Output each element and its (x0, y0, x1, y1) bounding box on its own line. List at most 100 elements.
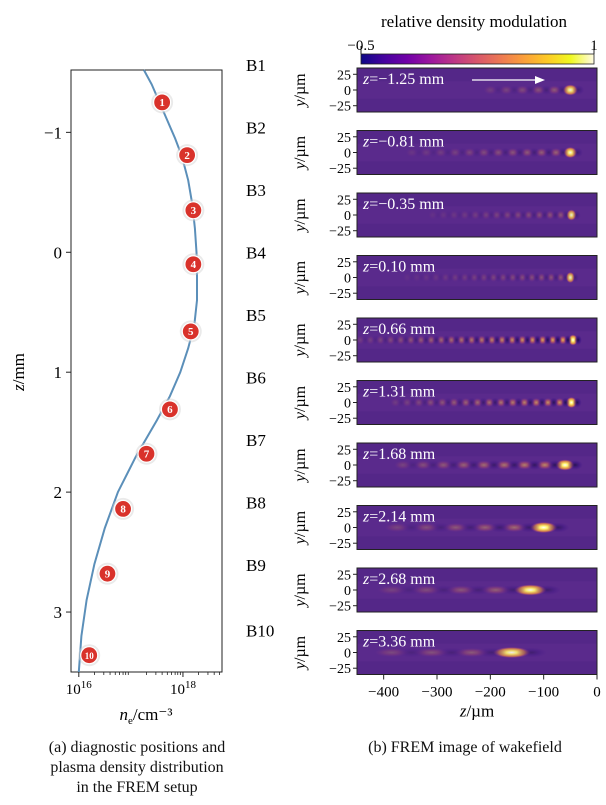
wake-trough (502, 397, 512, 408)
panel-shade (357, 536, 597, 550)
wake-trough (523, 335, 532, 345)
wake-trough (514, 147, 526, 158)
marker-dot (98, 564, 117, 583)
y-axis-label-unit: /µm (292, 135, 309, 162)
y-tick-label: 0 (344, 272, 351, 287)
wake-trough (490, 397, 500, 408)
panel-shade (357, 380, 597, 394)
diagnostic-marker-1: 1 (151, 91, 174, 114)
wake-trough (552, 272, 560, 283)
wake-trough (425, 460, 441, 470)
panel-id-label: B1 (246, 56, 266, 75)
panel-shade (357, 161, 597, 175)
panel-z-value: =2.14 mm (369, 509, 435, 526)
wake-trough (547, 460, 563, 470)
panel-b8: z=2.14 mm B8 250−25 y/µm (246, 494, 598, 552)
panel-id-label: B2 (246, 119, 266, 138)
panel-id-label: B3 (246, 181, 266, 200)
panel-z-label: z=−1.25 mm (362, 71, 445, 88)
panel-b5: z=0.66 mm B5 250−25 y/µm (246, 306, 598, 365)
colorbar-max-label: 1 (590, 38, 598, 54)
x-tick-exponent: 16 (81, 679, 93, 691)
wake-trough (430, 585, 457, 595)
y-axis-label-unit: /µm (292, 510, 309, 537)
wake-trough (528, 147, 540, 158)
wake-trough (571, 272, 579, 283)
marker-label: 1 (159, 97, 165, 109)
panel-z-label: z=1.68 mm (362, 446, 436, 463)
panel-shade (357, 630, 597, 644)
panel-b10: z=3.36 mm B10 250−25 y/µm (246, 622, 598, 677)
wake-trough (476, 210, 485, 220)
y-tick-label: 0 (344, 397, 351, 412)
y-axis-label-var: y (292, 661, 309, 671)
y-axis-label-unit: /µm (292, 198, 309, 225)
wake-trough (466, 460, 482, 470)
wakefield-chart: relative density modulation−0.5 1z=−1.25 … (246, 12, 601, 721)
panel-z-value: =0.66 mm (369, 321, 435, 338)
x-axis-label-var: z (459, 702, 467, 721)
wake-trough (534, 585, 561, 595)
wake-trough (462, 335, 471, 345)
wake-trough (472, 335, 481, 345)
y-tick-label: −25 (329, 537, 351, 552)
marker-label: 2 (184, 150, 190, 162)
wake-trough (530, 210, 539, 220)
panel-z-value: =2.68 mm (369, 571, 435, 588)
wake-trough (443, 397, 453, 408)
marker-label: 3 (191, 205, 197, 217)
panel-b4: z=0.10 mm B4 250−25 y/µm (246, 244, 598, 302)
wake-trough (442, 147, 454, 158)
x-tick-label: −200 (475, 685, 506, 701)
diagnostic-marker-5: 5 (179, 320, 202, 343)
y-axis-label-unit: /µm (292, 73, 309, 100)
panel-shade (357, 223, 597, 237)
marker-dot (113, 499, 133, 519)
wake-trough (485, 147, 497, 158)
y-axis-label-unit: /µm (292, 323, 309, 350)
panel-z-var: z (362, 321, 370, 338)
marker-dot (153, 93, 172, 112)
marker-label: 6 (167, 404, 173, 416)
panel-id-label: B10 (246, 622, 274, 641)
panel-b1: z=−1.25 mm B1 250−25 y/µm (246, 56, 598, 115)
y-tick-label: 1 (54, 363, 63, 382)
panel-z-label: z=2.14 mm (362, 509, 436, 526)
y-axis-label-unit: /µm (292, 573, 309, 600)
wake-trough (557, 147, 569, 158)
panel-shade (357, 286, 597, 300)
panel-shade (357, 443, 597, 457)
panel-shade (357, 193, 597, 207)
y-axis-label: y/µm (292, 323, 309, 359)
panel-b7: z=1.68 mm B7 250−25 y/µm (246, 431, 598, 490)
wake-trough (533, 272, 541, 283)
y-tick-label: 25 (337, 131, 351, 146)
wake-trough (429, 522, 453, 533)
y-tick-label: 0 (54, 243, 63, 262)
wake-trough (506, 460, 522, 470)
x-axis-label-unit: /cm⁻³ (133, 705, 173, 724)
panel-z-value: =3.36 mm (369, 634, 435, 651)
panel-z-var: z (362, 134, 370, 151)
marker-label: 8 (120, 504, 126, 516)
marker-label: 9 (105, 568, 111, 580)
x-tick-base: 10 (170, 682, 185, 698)
panel-b3: z=−0.35 mm B3 250−25 y/µm (246, 181, 598, 240)
y-tick-label: 0 (344, 334, 351, 349)
y-axis-label-var: y (292, 99, 309, 109)
panel-id-label: B9 (246, 556, 266, 575)
marker-label: 5 (188, 326, 194, 338)
panel-z-label: z=−0.81 mm (362, 134, 445, 151)
panel-z-label: z=0.66 mm (362, 321, 436, 338)
wake-trough (553, 335, 562, 345)
wake-trough (467, 397, 477, 408)
wake-trough (492, 85, 505, 95)
wake-trough (445, 460, 462, 470)
y-tick-label: −25 (329, 475, 351, 490)
diagnostic-marker-8: 8 (112, 497, 135, 520)
x-tick-label: 0 (593, 685, 601, 701)
panel-id-label: B8 (246, 494, 266, 513)
panel-b9: z=2.68 mm B9 250−25 y/µm (246, 556, 598, 615)
diagnostic-marker-10: 10 (78, 644, 101, 667)
